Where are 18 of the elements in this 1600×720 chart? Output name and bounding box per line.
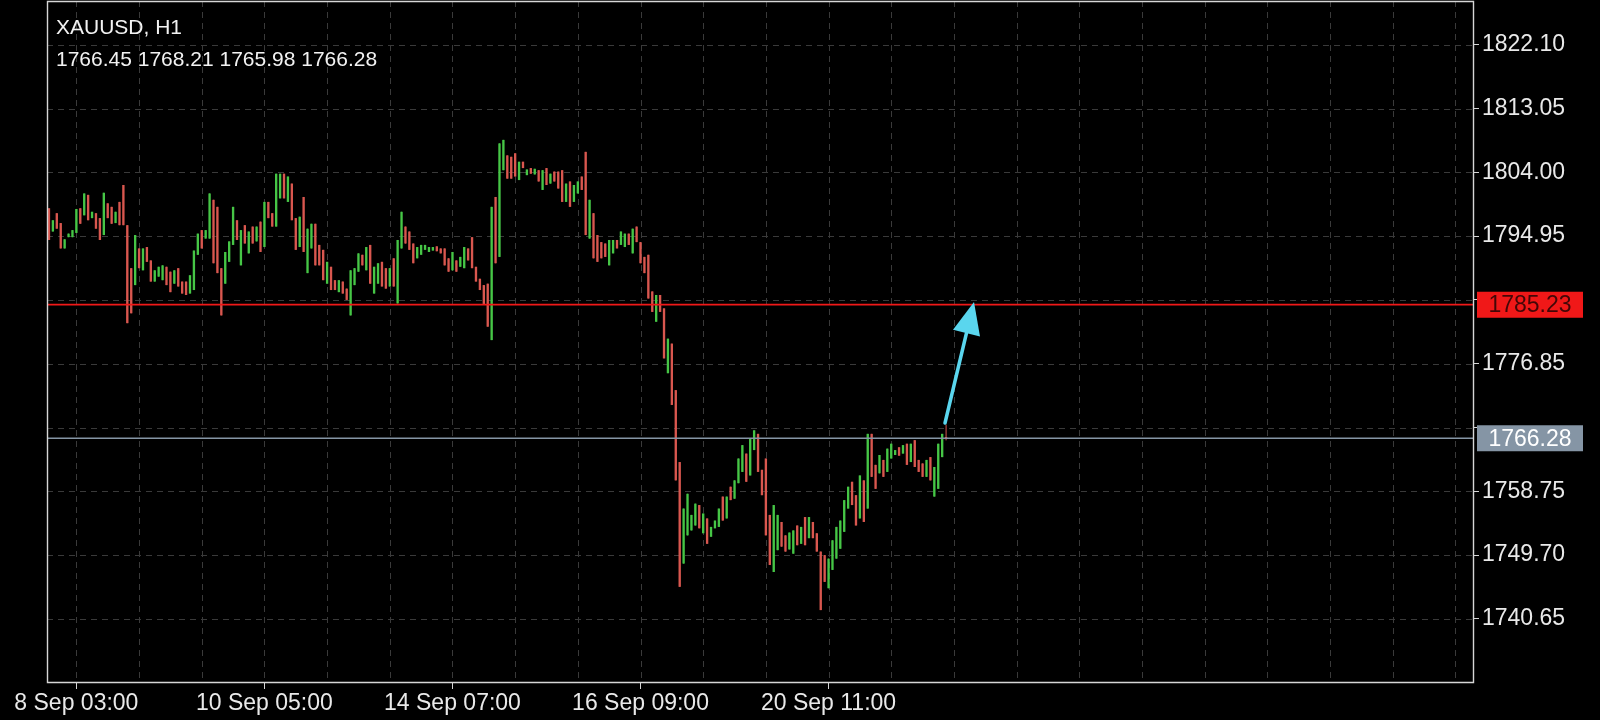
x-tick-label: 14 Sep 07:00: [384, 689, 521, 716]
x-tick-label: 20 Sep 11:00: [760, 689, 897, 716]
y-tick-label: 1758.75: [1482, 476, 1566, 503]
y-tick-label: 1749.70: [1482, 540, 1566, 567]
y-tick-label: 1794.95: [1482, 221, 1566, 248]
y-tick-label: 1804.00: [1482, 157, 1566, 184]
y-tick-label: 1740.65: [1482, 604, 1566, 631]
x-tick-label: 10 Sep 05:00: [196, 689, 333, 716]
x-tick-label: 16 Sep 09:00: [572, 689, 709, 716]
x-tick-label: 8 Sep 03:00: [14, 689, 139, 716]
y-tick-label: 1813.05: [1482, 93, 1566, 120]
text: XAUUSD, H1: [56, 15, 183, 39]
candlestick: [541, 169, 544, 191]
ref-line-label: 1766.28: [1488, 424, 1572, 451]
y-tick-label: 1776.85: [1482, 349, 1566, 376]
text: 1766.45 1768.21 1765.98 1766.28: [56, 47, 378, 71]
y-tick-label: 1822.10: [1482, 30, 1566, 57]
ref-line-label: 1785.23: [1488, 290, 1572, 317]
